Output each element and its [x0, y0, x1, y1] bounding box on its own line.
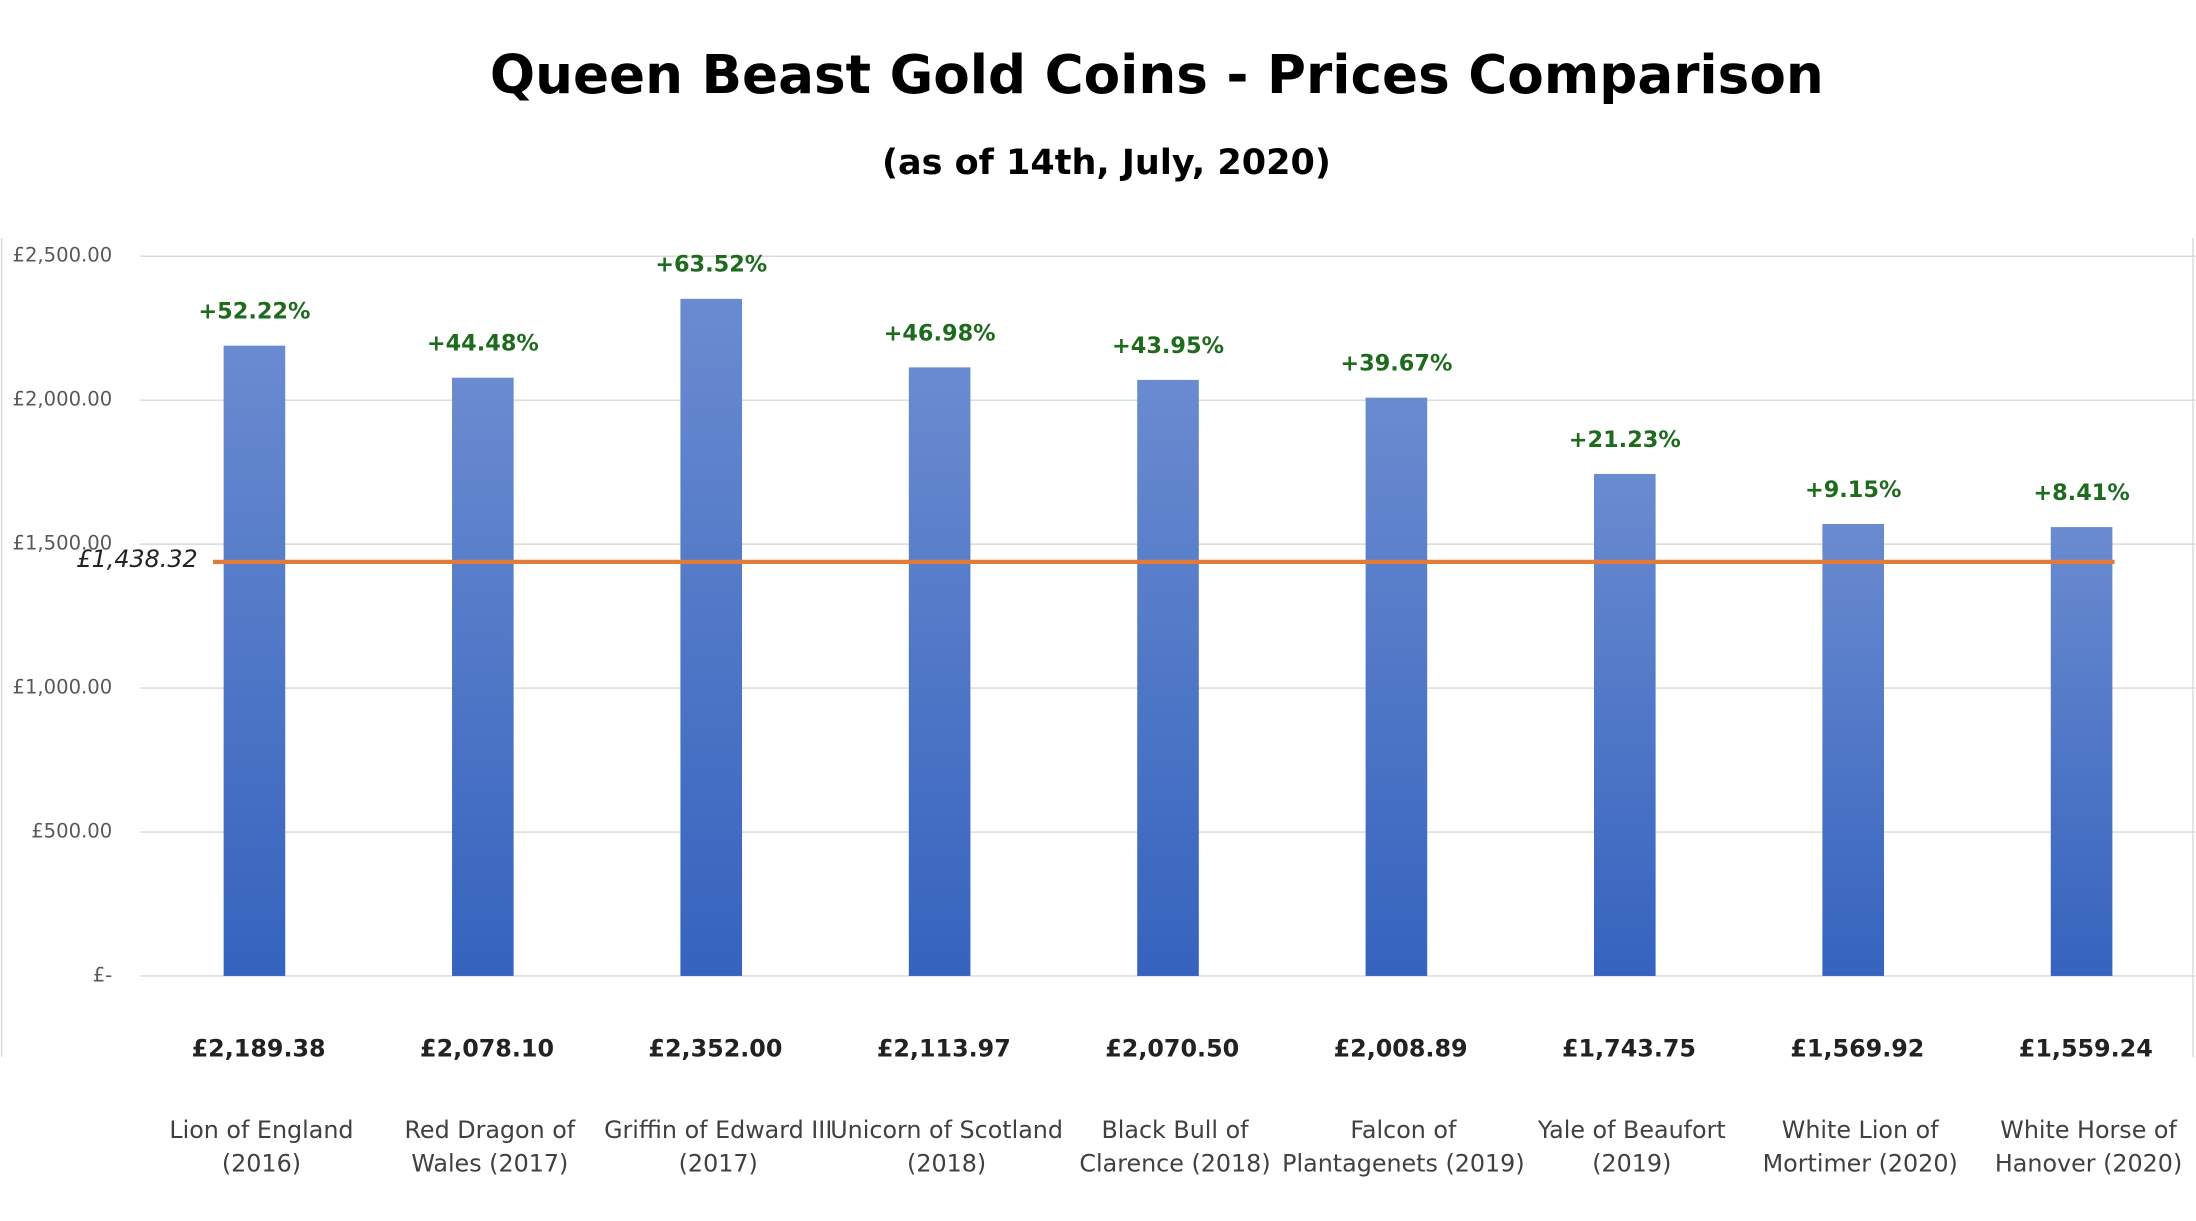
x-tick-label: Falcon of: [1350, 1116, 1457, 1144]
x-tick-label: Clarence (2018): [1079, 1149, 1270, 1177]
value-label: £2,078.10: [420, 1035, 554, 1063]
x-tick-label: Black Bull of: [1101, 1116, 1249, 1144]
bar: [2050, 527, 2113, 976]
x-tick-label: Mortimer (2020): [1763, 1149, 1958, 1177]
reference-label: £1,438.32: [77, 545, 198, 573]
value-label: £2,070.50: [1105, 1035, 1239, 1063]
x-tick-label: (2016): [222, 1149, 301, 1177]
x-tick-label: Griffin of Edward III: [604, 1116, 832, 1144]
y-tick-label: £-: [93, 963, 113, 986]
y-tick-label: £500.00: [31, 820, 112, 843]
x-tick-label: Unicorn of Scotland: [830, 1116, 1063, 1144]
annotation: +52.22%: [198, 299, 310, 325]
y-tick-label: £1,500.00: [13, 532, 113, 555]
value-label: £1,743.75: [1562, 1035, 1696, 1063]
bar: [680, 298, 743, 976]
x-tick-label: White Lion of: [1782, 1116, 1939, 1144]
bar: [452, 377, 514, 976]
bar: [1137, 379, 1199, 976]
y-tick-label: £2,500.00: [13, 244, 113, 267]
y-tick-label: £2,000.00: [13, 388, 113, 411]
bar: [223, 345, 286, 976]
value-label: £2,113.97: [877, 1035, 1011, 1063]
x-tick-label: Red Dragon of: [404, 1116, 575, 1144]
annotation: +44.48%: [427, 331, 539, 357]
annotation: +46.98%: [884, 320, 996, 346]
annotation: +8.41%: [2033, 480, 2129, 506]
annotation: +63.52%: [655, 252, 767, 278]
bar: [1822, 524, 1884, 976]
chart-subtitle: (as of 14th, July, 2020): [882, 143, 1331, 183]
x-tick-label: (2017): [679, 1149, 758, 1177]
x-tick-label: White Horse of: [2000, 1116, 2177, 1144]
annotation: +21.23%: [1569, 427, 1681, 453]
annotation: +39.67%: [1340, 351, 1452, 377]
x-tick-label: Wales (2017): [411, 1149, 568, 1177]
y-tick-label: £1,000.00: [13, 676, 113, 699]
annotation: +43.95%: [1112, 333, 1224, 359]
bar: [908, 367, 971, 976]
x-tick-label: Yale of Beaufort: [1537, 1116, 1726, 1144]
annotation: +9.15%: [1805, 477, 1901, 503]
bar: [1593, 473, 1656, 976]
x-tick-label: Plantagenets (2019): [1282, 1149, 1524, 1177]
value-label: £2,008.89: [1334, 1035, 1468, 1063]
x-tick-label: (2018): [907, 1149, 986, 1177]
x-tick-label: Hanover (2020): [1995, 1149, 2182, 1177]
x-tick-label: Lion of England: [169, 1116, 353, 1144]
bar: [1365, 397, 1428, 976]
value-label: £2,189.38: [192, 1035, 326, 1063]
chart-title: Queen Beast Gold Coins - Prices Comparis…: [490, 44, 1824, 106]
value-label: £1,569.92: [1790, 1035, 1924, 1063]
value-label: £1,559.24: [2019, 1035, 2153, 1063]
x-tick-label: (2019): [1592, 1149, 1671, 1177]
value-label: £2,352.00: [648, 1035, 782, 1063]
